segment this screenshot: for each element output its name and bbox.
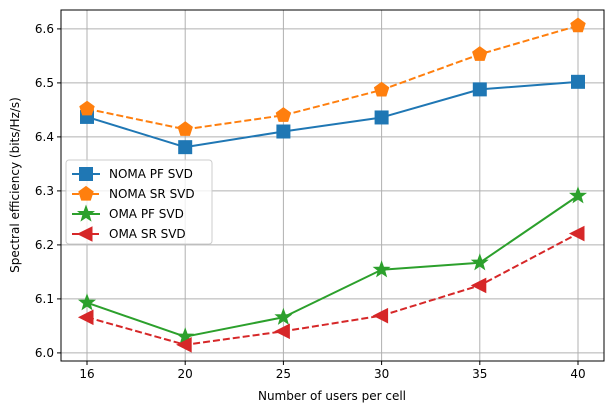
data-point <box>472 82 487 97</box>
data-point <box>470 253 489 271</box>
series-oma-sr-svd <box>77 225 585 353</box>
data-point <box>568 186 588 204</box>
data-point <box>77 309 94 326</box>
data-point <box>274 323 290 340</box>
data-point <box>276 124 291 139</box>
legend-marker <box>76 204 96 222</box>
x-axis-label: Number of users per cell <box>258 389 406 403</box>
series-line <box>86 24 579 131</box>
x-tick-label: 40 <box>570 367 585 381</box>
legend-label: NOMA SR SVD <box>109 187 195 201</box>
data-point <box>176 327 195 345</box>
plot-frame <box>60 9 605 362</box>
data-point <box>77 293 97 311</box>
series-noma-pf-svd <box>80 74 585 155</box>
legend-marker <box>79 167 93 181</box>
series-layer <box>77 17 588 353</box>
y-tick-label: 6.6 <box>35 22 54 36</box>
y-tick-label: 6.4 <box>35 130 54 144</box>
data-point <box>372 260 391 278</box>
data-point <box>176 336 192 353</box>
data-point <box>275 107 292 122</box>
data-point <box>571 74 585 89</box>
x-tick-label: 25 <box>276 367 291 381</box>
legend-label: OMA PF SVD <box>109 207 184 221</box>
y-axis-label: Spectral efficiency (bits/Hz/s) <box>8 97 22 273</box>
y-tick-label: 6.2 <box>35 238 54 252</box>
data-point <box>568 225 585 242</box>
data-point <box>570 17 586 33</box>
series-line <box>86 80 579 149</box>
y-axis: 6.0 6.1 6.2 6.3 6.4 6.5 6.6 <box>35 22 61 360</box>
x-tick-label: 30 <box>374 367 389 381</box>
x-tick-label: 35 <box>472 367 487 381</box>
legend-marker <box>76 226 93 242</box>
y-tick-label: 6.0 <box>35 346 54 360</box>
series-line <box>86 194 579 338</box>
data-point <box>472 46 488 61</box>
legend-label: OMA SR SVD <box>109 227 186 241</box>
data-point <box>274 307 293 325</box>
data-point <box>177 121 193 136</box>
y-tick-label: 6.3 <box>35 184 54 198</box>
series-line <box>86 232 579 346</box>
series-oma-pf-svd <box>77 186 588 345</box>
x-tick-label: 20 <box>178 367 193 381</box>
legend-label: NOMA PF SVD <box>109 167 193 181</box>
data-point <box>470 277 487 294</box>
x-tick-label: 16 <box>79 367 94 381</box>
data-point <box>178 140 193 155</box>
legend-box <box>65 159 213 245</box>
data-point <box>374 110 389 125</box>
legend-marker <box>78 185 94 201</box>
legend: NOMA PF SVD NOMA SR SVD OMA PF SVD OMA SR S… <box>65 159 213 245</box>
y-tick-label: 6.5 <box>35 76 54 90</box>
y-tick-label: 6.1 <box>35 292 54 306</box>
x-axis: 16 20 25 30 35 40 <box>79 361 586 381</box>
data-point <box>372 307 389 324</box>
data-point <box>373 81 390 97</box>
data-point <box>79 100 95 116</box>
series-noma-sr-svd <box>79 17 586 136</box>
